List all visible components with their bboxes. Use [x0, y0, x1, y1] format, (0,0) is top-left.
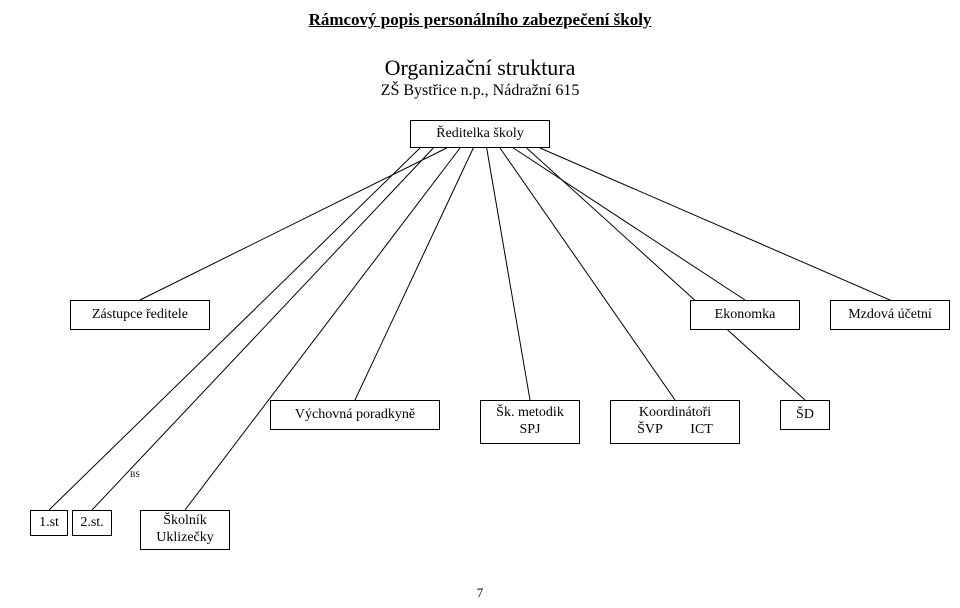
box-ekonomka: Ekonomka [690, 300, 800, 330]
box-reditelka-skoly: Ředitelka školy [410, 120, 550, 148]
box-2st: 2.st. [72, 510, 112, 536]
page-canvas: Rámcový popis personálního zabezpečení š… [0, 0, 960, 608]
page-number: 7 [0, 585, 960, 601]
box-skolnik-uklizecky: Školník Uklizečky [140, 510, 230, 550]
box-skolnik-label: Školník Uklizečky [156, 513, 214, 547]
box-sd: ŠD [780, 400, 830, 430]
page-title: Rámcový popis personálního zabezpečení š… [0, 10, 960, 30]
box-sd-label: ŠD [796, 407, 814, 424]
box-vychovna-poradkyne: Výchovná poradkyně [270, 400, 440, 430]
bs-label: BS [130, 470, 140, 479]
subtitle-main: Organizační struktura [0, 55, 960, 81]
box-1st-label: 1.st [39, 515, 59, 532]
box-zastupce-label: Zástupce ředitele [92, 307, 188, 324]
box-mzdova-label: Mzdová účetní [848, 307, 932, 324]
box-2st-label: 2.st. [80, 515, 103, 532]
box-vychovna-label: Výchovná poradkyně [295, 407, 415, 424]
box-sk-metodik-spj: Šk. metodik SPJ [480, 400, 580, 444]
box-zastupce-reditele: Zástupce ředitele [70, 300, 210, 330]
box-koord-label: Koordinátoři ŠVP ICT [637, 405, 713, 439]
box-mzdova-ucetni: Mzdová účetní [830, 300, 950, 330]
box-reditelka-label: Ředitelka školy [436, 126, 524, 143]
box-ekonomka-label: Ekonomka [715, 307, 776, 324]
box-metodik-label: Šk. metodik SPJ [496, 405, 564, 439]
subtitle-school: ZŠ Bystřice n.p., Nádražní 615 [0, 82, 960, 100]
box-1st: 1.st [30, 510, 68, 536]
box-koordinatori: Koordinátoři ŠVP ICT [610, 400, 740, 444]
